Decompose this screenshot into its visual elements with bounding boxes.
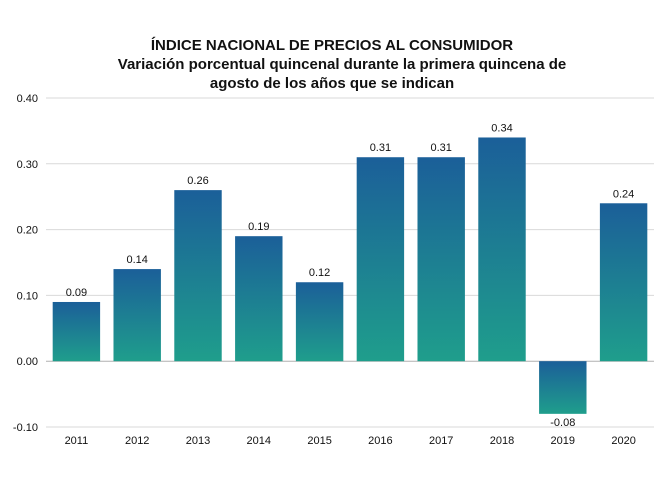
data-label-2011: 0.09 bbox=[66, 287, 87, 299]
x-tick-label: 2014 bbox=[247, 435, 271, 447]
x-tick-label: 2020 bbox=[611, 435, 635, 447]
y-tick-label: 0.20 bbox=[17, 225, 38, 237]
bar-2012 bbox=[113, 269, 161, 362]
y-axis-tick-labels: -0.10 0.00 0.10 0.20 0.30 0.40 bbox=[13, 93, 38, 434]
gridlines bbox=[46, 97, 654, 428]
bar-2020 bbox=[599, 203, 648, 362]
data-label-2015: 0.12 bbox=[309, 267, 330, 279]
bar-2013 bbox=[174, 190, 222, 362]
x-tick-label: 2012 bbox=[125, 435, 149, 447]
data-label-2018: 0.34 bbox=[491, 122, 512, 134]
bar-2017 bbox=[417, 157, 465, 362]
bar-2011 bbox=[52, 301, 101, 362]
chart-subtitle-line-1: Variación porcentual quincenal durante l… bbox=[117, 56, 567, 73]
y-tick-label: 0.10 bbox=[17, 290, 38, 302]
x-tick-label: 2018 bbox=[490, 435, 514, 447]
data-label-2014: 0.19 bbox=[248, 221, 269, 233]
x-tick-label: 2019 bbox=[551, 435, 575, 447]
x-tick-label: 2011 bbox=[65, 435, 89, 447]
bar-2019 bbox=[539, 361, 587, 414]
x-tick-label: 2017 bbox=[429, 435, 453, 447]
bars bbox=[52, 137, 648, 414]
data-label-2019: -0.08 bbox=[550, 417, 575, 429]
data-label-2012: 0.14 bbox=[126, 254, 147, 266]
bar-2014 bbox=[235, 236, 283, 362]
data-label-2020: 0.24 bbox=[613, 188, 634, 200]
x-tick-label: 2015 bbox=[307, 435, 331, 447]
bar-2015 bbox=[295, 282, 344, 362]
data-labels: 0.09 0.14 0.26 0.19 0.12 0.31 0.31 0.34 -0.08 0.2… bbox=[66, 122, 635, 428]
bar-2018 bbox=[478, 137, 526, 362]
x-tick-label: 2016 bbox=[368, 435, 392, 447]
data-label-2016: 0.31 bbox=[370, 142, 391, 154]
x-axis-tick-labels: 2011 2012 2013 2014 2015 2016 2017 2018 2019 2020 bbox=[65, 435, 636, 447]
y-tick-label: -0.10 bbox=[13, 422, 38, 434]
y-tick-label: 0.30 bbox=[17, 159, 38, 171]
data-label-2017: 0.31 bbox=[430, 142, 451, 154]
y-tick-label: 0.40 bbox=[17, 93, 38, 105]
chart-subtitle-line-2: agosto de los años que se indican bbox=[209, 75, 455, 92]
data-label-2013: 0.26 bbox=[187, 175, 208, 187]
chart-title: ÍNDICE NACIONAL DE PRECIOS AL CONSUMIDOR bbox=[150, 37, 514, 54]
bar-2016 bbox=[356, 157, 405, 362]
chart-title-block: ÍNDICE NACIONAL DE PRECIOS AL CONSUMIDOR… bbox=[0, 36, 664, 93]
x-tick-label: 2013 bbox=[186, 435, 210, 447]
y-tick-label: 0.00 bbox=[17, 356, 38, 368]
